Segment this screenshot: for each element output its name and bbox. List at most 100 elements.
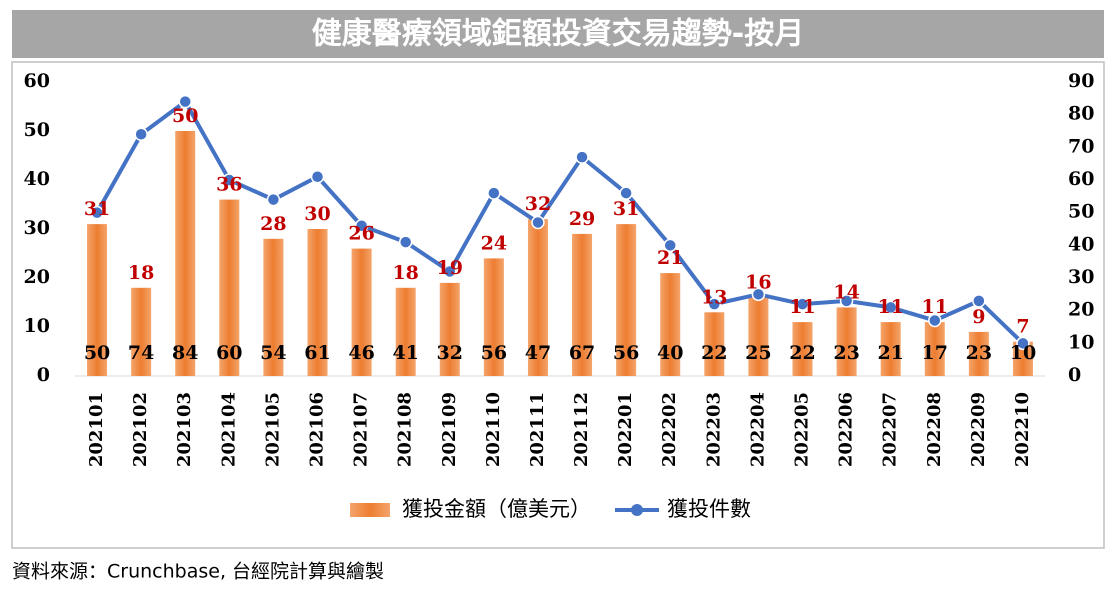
data-label: 13 [701, 286, 727, 308]
data-label: 28 [260, 213, 286, 235]
data-label: 74 [128, 342, 154, 364]
bar [527, 219, 548, 376]
bar [704, 312, 725, 376]
bar [395, 287, 416, 376]
x-tick-label: 202112 [571, 392, 592, 467]
data-label: 23 [966, 342, 992, 364]
point [751, 287, 766, 302]
data-label: 24 [481, 232, 507, 254]
bar [836, 307, 857, 376]
point [90, 205, 104, 220]
data-label: 10 [1010, 342, 1036, 364]
point [178, 94, 192, 109]
y-tick-label: 40 [24, 168, 50, 190]
x-tick-label: 202209 [968, 392, 989, 467]
x-tick-label: 202106 [307, 392, 328, 467]
data-label: 47 [525, 342, 551, 364]
x-tick-label: 202208 [924, 392, 945, 467]
x-tick-label: 202111 [527, 392, 548, 467]
y-tick-label: 0 [37, 364, 50, 386]
data-label: 46 [348, 342, 374, 364]
data-label: 84 [172, 342, 198, 364]
data-label: 21 [877, 342, 903, 364]
data-label: 31 [613, 198, 639, 220]
bar [87, 224, 108, 376]
bar [660, 273, 681, 376]
x-tick-label: 202101 [86, 392, 107, 467]
chart-frame [11, 61, 1105, 549]
x-tick-label: 202206 [836, 392, 857, 467]
legend-label: 獲投件數 [667, 497, 751, 521]
point [443, 264, 457, 279]
y2-tick-label: 40 [1068, 233, 1094, 255]
x-tick-label: 202107 [351, 392, 372, 467]
x-tick-label: 202204 [747, 392, 768, 467]
data-label: 7 [1016, 316, 1029, 338]
data-label: 26 [348, 223, 374, 245]
bar [307, 229, 328, 376]
x-tick-label: 202109 [439, 392, 460, 467]
point [575, 150, 589, 164]
y-tick-label: 60 [24, 70, 50, 92]
point [1016, 336, 1030, 351]
y2-tick-label: 10 [1068, 331, 1094, 353]
data-label: 60 [216, 342, 242, 364]
y2-tick-label: 30 [1068, 266, 1094, 288]
data-label: 23 [833, 342, 859, 364]
x-tick-label: 202207 [880, 392, 901, 467]
data-label: 19 [437, 257, 463, 279]
x-tick-label: 202203 [703, 392, 724, 467]
y2-tick-label: 0 [1068, 364, 1081, 386]
y-tick-label: 50 [24, 119, 50, 141]
data-label: 32 [437, 342, 463, 364]
data-label: 54 [260, 342, 286, 364]
y2-tick-label: 50 [1068, 201, 1094, 223]
data-label: 32 [525, 193, 551, 215]
bar [792, 322, 813, 376]
x-tick-label: 202104 [218, 392, 239, 467]
bar [219, 199, 240, 376]
line [95, 98, 1025, 345]
data-label: 56 [481, 342, 507, 364]
chart-title: 健康醫療領域鉅額投資交易趨勢-按月 [312, 17, 804, 52]
point [354, 218, 369, 233]
legend-swatch [350, 503, 390, 517]
point [839, 294, 854, 308]
bar [924, 322, 945, 376]
point [266, 192, 281, 207]
point [487, 186, 501, 200]
point [928, 313, 942, 328]
bar [880, 322, 901, 376]
x-tick-label: 202202 [659, 392, 680, 467]
data-label: 18 [392, 262, 418, 284]
x-tick-label: 202102 [130, 392, 151, 467]
x-tick-label: 202110 [483, 392, 504, 467]
data-label: 29 [569, 208, 595, 230]
data-label: 21 [657, 247, 683, 269]
data-label: 31 [84, 198, 110, 220]
bar [263, 238, 284, 376]
x-tick-label: 202210 [1012, 392, 1033, 467]
point [663, 238, 677, 253]
title-bar [12, 10, 1104, 58]
bar [748, 297, 769, 376]
data-label: 61 [304, 342, 330, 364]
bar [1012, 341, 1033, 376]
bar [351, 248, 372, 376]
point [707, 297, 722, 311]
data-label: 67 [569, 342, 595, 364]
y2-tick-label: 90 [1068, 70, 1094, 92]
x-tick-label: 202205 [792, 392, 813, 467]
data-label: 40 [657, 342, 683, 364]
y-tick-label: 30 [24, 217, 50, 239]
y2-tick-label: 60 [1068, 168, 1094, 190]
y-tick-label: 10 [24, 315, 50, 337]
bar [572, 233, 593, 376]
point [222, 173, 237, 187]
bar [175, 131, 196, 376]
x-tick-label: 202108 [395, 392, 416, 467]
y2-tick-label: 70 [1068, 135, 1094, 157]
data-label: 41 [392, 342, 418, 364]
point [310, 169, 325, 184]
point [619, 186, 633, 200]
